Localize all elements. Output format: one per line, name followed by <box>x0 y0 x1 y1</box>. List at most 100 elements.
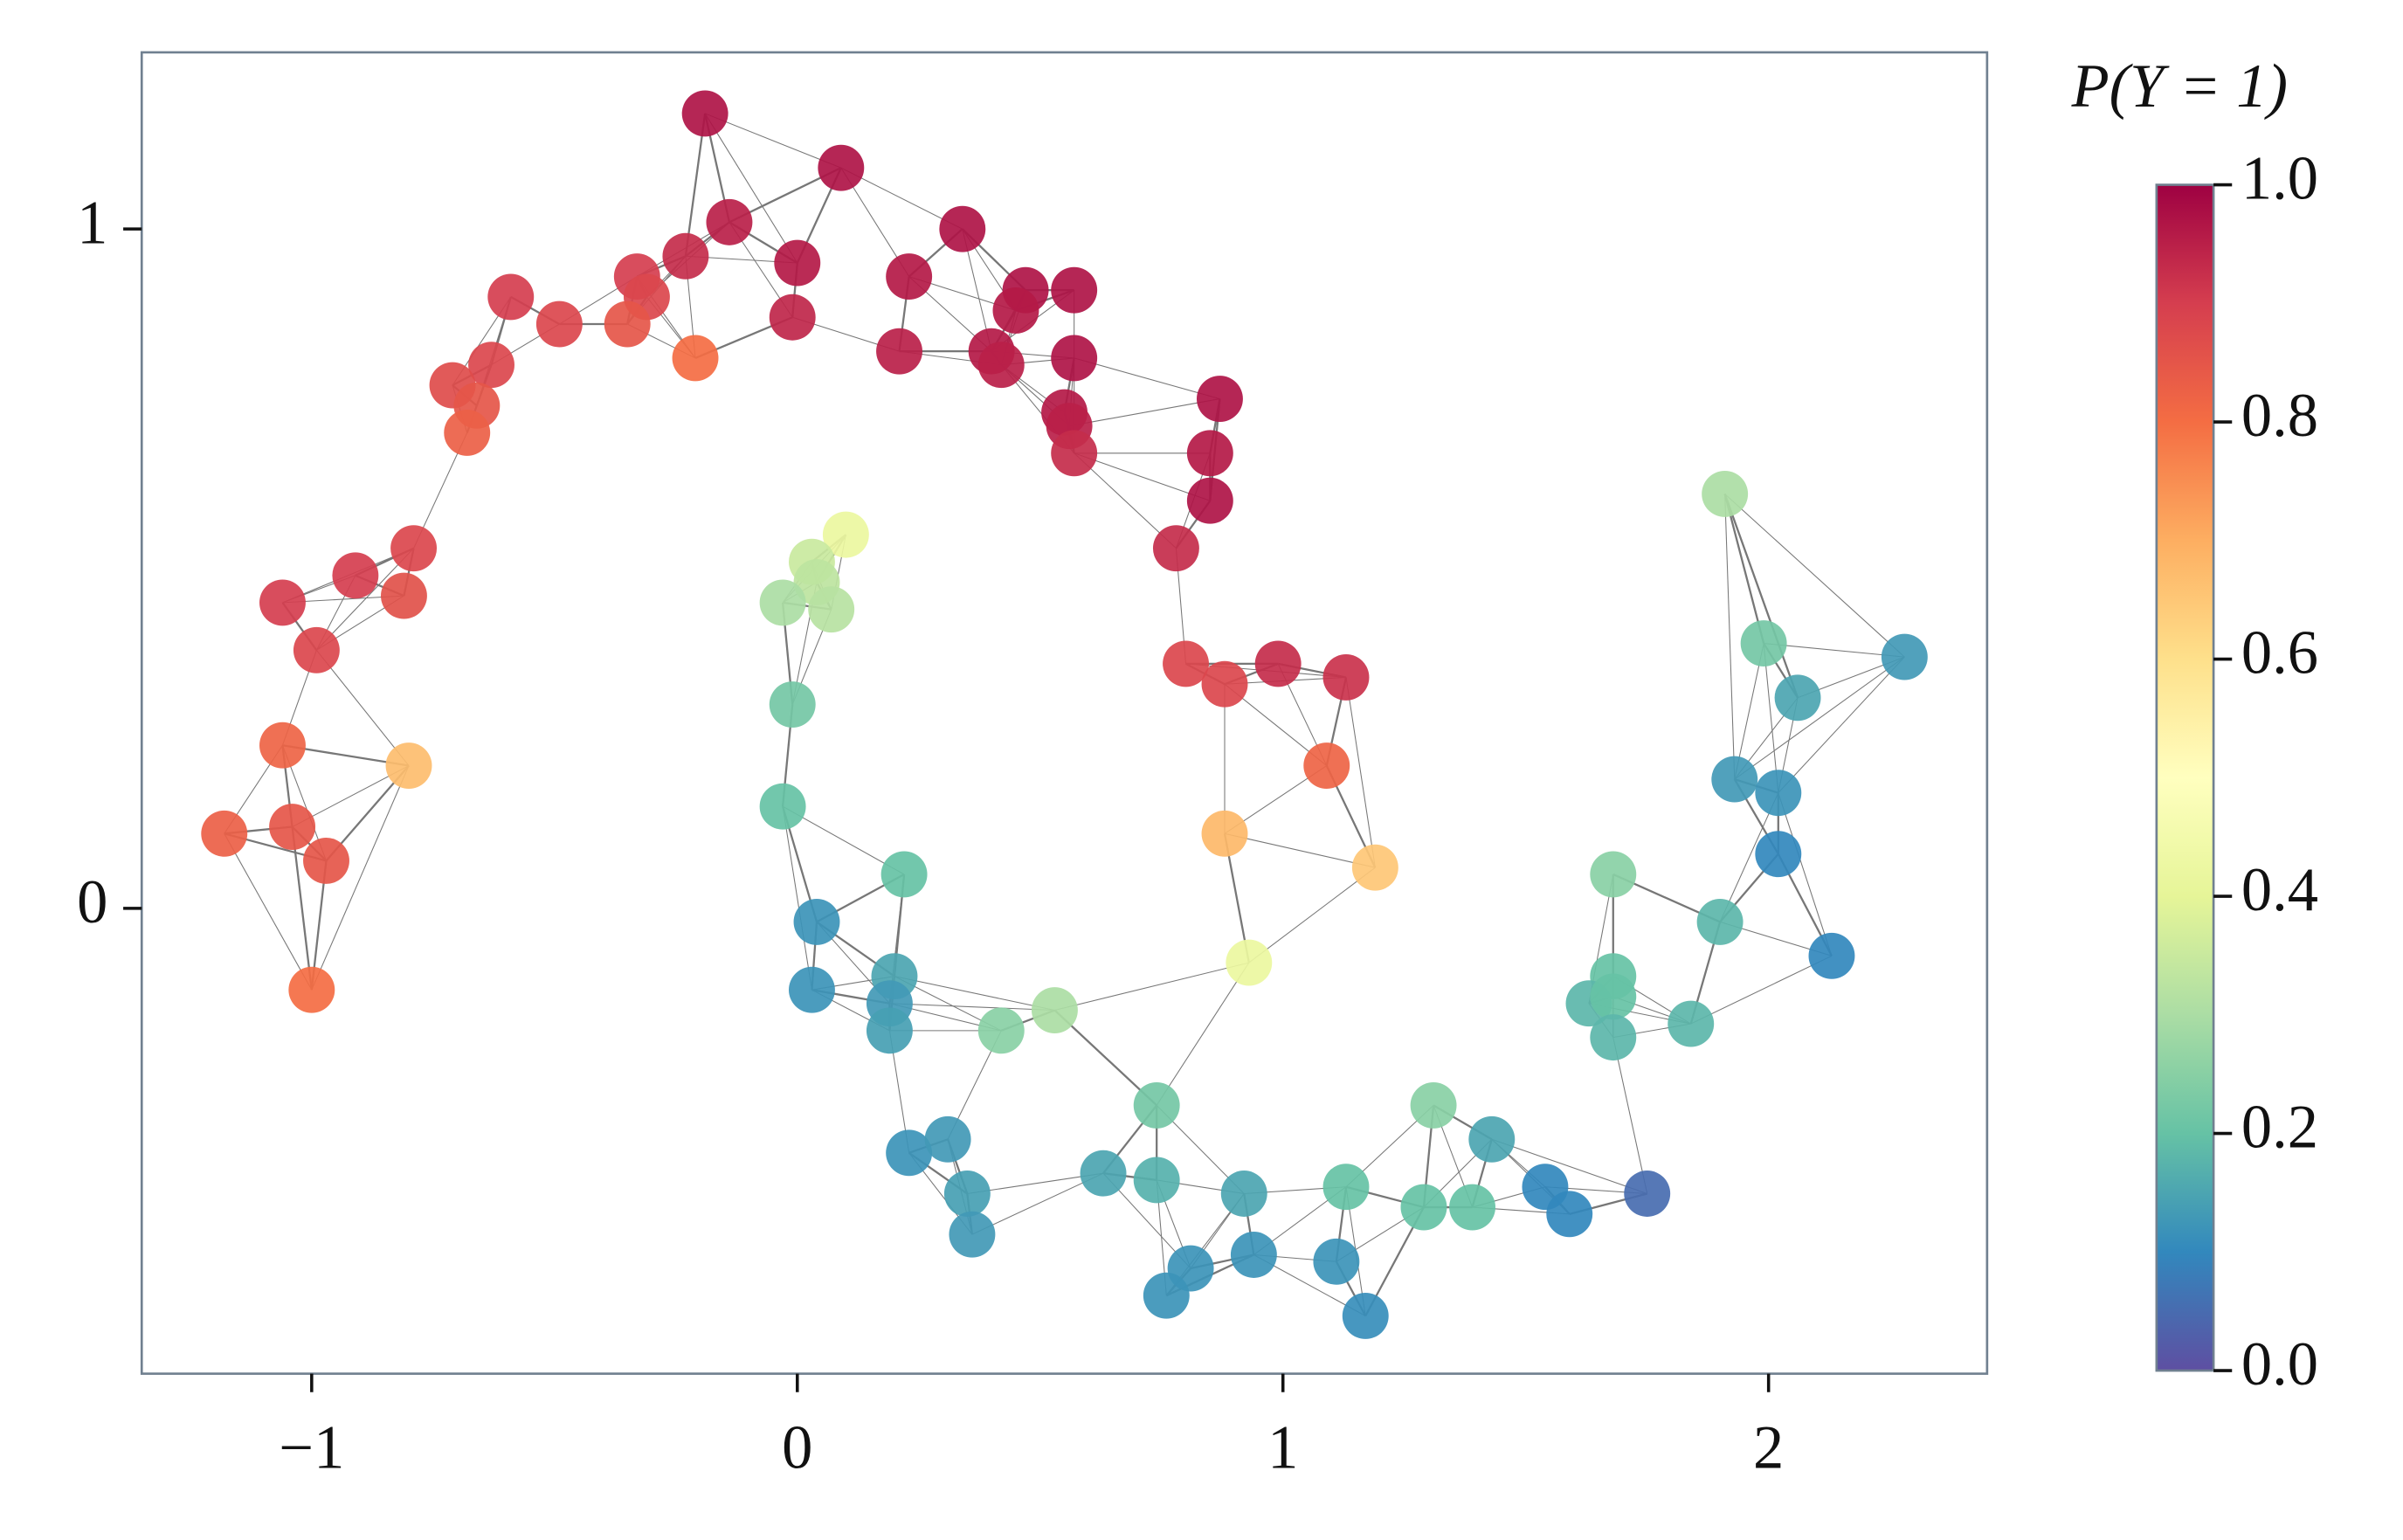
point <box>385 742 432 789</box>
point <box>1230 1232 1277 1278</box>
point <box>1624 1171 1671 1217</box>
point <box>444 410 491 456</box>
point <box>886 253 933 300</box>
edge <box>315 650 410 766</box>
point <box>332 552 379 599</box>
edge <box>1054 962 1249 1012</box>
point <box>390 525 438 572</box>
colorbar-tick-label: 0.0 <box>2241 1330 2318 1398</box>
point <box>1546 1191 1593 1238</box>
point <box>808 586 855 633</box>
point <box>1590 1014 1637 1061</box>
x-tick-label: 0 <box>782 1413 812 1481</box>
edge <box>224 833 313 991</box>
point <box>789 966 835 1013</box>
point <box>992 287 1039 334</box>
point <box>759 783 806 830</box>
point <box>1163 640 1209 687</box>
point <box>259 722 306 769</box>
x-tick-label: 1 <box>1267 1413 1298 1481</box>
point <box>1711 756 1758 803</box>
point <box>769 293 816 341</box>
plot-frame <box>140 51 1989 1375</box>
point <box>943 1171 991 1217</box>
point <box>774 239 821 287</box>
point <box>949 1211 996 1258</box>
point <box>866 1007 913 1054</box>
point <box>1133 1157 1180 1204</box>
point <box>939 205 986 252</box>
edge <box>1345 677 1376 868</box>
point <box>1322 653 1370 701</box>
edge <box>1491 1138 1647 1195</box>
point <box>1201 660 1248 708</box>
point <box>769 681 816 728</box>
point <box>535 300 583 348</box>
edge <box>704 113 842 169</box>
point <box>822 511 869 558</box>
point <box>681 90 728 137</box>
point <box>1167 1245 1214 1292</box>
edge <box>1719 792 1779 922</box>
point <box>1468 1115 1516 1163</box>
point <box>1186 430 1233 477</box>
y-tick-label: 0 <box>77 868 107 936</box>
point <box>1590 973 1637 1020</box>
edge <box>1074 357 1220 400</box>
point <box>1696 898 1744 945</box>
point <box>1774 674 1821 722</box>
point <box>1197 376 1243 423</box>
colorbar-tick-label: 1.0 <box>2241 145 2318 213</box>
edge <box>1690 955 1833 1025</box>
edge <box>315 548 414 651</box>
point <box>487 273 535 321</box>
edge <box>1074 452 1211 501</box>
point <box>1351 844 1398 891</box>
edge <box>1248 867 1376 963</box>
point <box>1449 1184 1496 1231</box>
point <box>1201 810 1248 857</box>
point <box>1186 477 1233 524</box>
colorbar-title: P(Y = 1) <box>2071 52 2288 121</box>
point <box>977 342 1025 389</box>
colorbar <box>2155 183 2215 1372</box>
point <box>876 328 922 375</box>
point <box>1590 851 1637 898</box>
edge <box>1724 494 1905 658</box>
point <box>977 1007 1025 1054</box>
point <box>1254 640 1302 687</box>
colorbar-tick-label: 0.6 <box>2241 619 2318 687</box>
edge <box>1069 398 1220 427</box>
point <box>1322 1164 1370 1211</box>
point <box>1410 1081 1457 1129</box>
point <box>259 579 306 626</box>
point <box>468 342 514 389</box>
point <box>880 851 928 898</box>
edge <box>1723 494 1799 699</box>
edge <box>971 1172 1104 1235</box>
edge <box>1764 643 1905 658</box>
point <box>1051 266 1098 314</box>
point <box>293 626 340 673</box>
point <box>793 898 840 945</box>
edge <box>1778 792 1833 956</box>
point <box>886 1129 933 1177</box>
point <box>1133 1081 1180 1129</box>
colorbar-tick-label: 0.4 <box>2241 856 2318 924</box>
point <box>672 335 719 382</box>
edge <box>1156 962 1250 1106</box>
edge <box>782 806 812 991</box>
colorbar-tick-label: 0.2 <box>2241 1094 2318 1162</box>
edge <box>704 113 798 264</box>
point <box>1313 1238 1360 1285</box>
point <box>303 837 349 884</box>
point <box>1808 932 1855 979</box>
edge <box>311 765 410 991</box>
point <box>662 232 709 280</box>
edge <box>1074 452 1177 549</box>
point <box>1400 1184 1447 1231</box>
x-tick-label: −1 <box>279 1413 344 1481</box>
point <box>1220 1171 1267 1217</box>
